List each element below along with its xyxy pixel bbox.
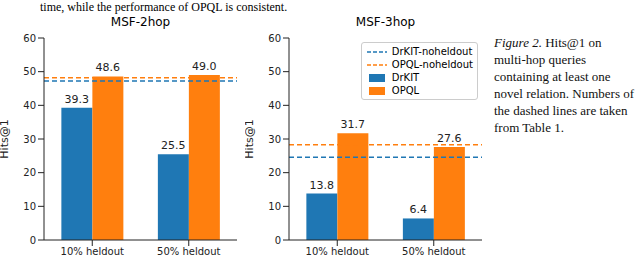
svg-text:50: 50 <box>23 66 36 77</box>
svg-text:50: 50 <box>268 66 281 77</box>
svg-text:39.3: 39.3 <box>65 93 90 106</box>
html-text:OPQL: OPQL <box>391 85 420 96</box>
svg-text:40: 40 <box>268 100 281 111</box>
svg-text:50% heldout: 50% heldout <box>402 246 465 257</box>
svg-text:Hits@1: Hits@1 <box>245 119 256 158</box>
html-text:OPQL-noheldout: OPQL-noheldout <box>391 59 473 70</box>
html-text:DrKIT-noheldout: DrKIT-noheldout <box>391 46 473 57</box>
svg-text:30: 30 <box>23 134 36 145</box>
svg-text:25.5: 25.5 <box>161 139 186 152</box>
svg-text:49.0: 49.0 <box>192 60 217 73</box>
svg-text:60: 60 <box>23 33 36 44</box>
svg-text:Hits@1: Hits@1 <box>8 119 11 158</box>
svg-text:13.8: 13.8 <box>310 179 335 192</box>
html-text:Figure 2. Hits@1 on multi-hop: Figure 2. Hits@1 on multi-hop queries co… <box>494 35 635 135</box>
svg-text:27.6: 27.6 <box>437 132 462 145</box>
svg-text:40: 40 <box>23 100 36 111</box>
svg-text:6.4: 6.4 <box>410 203 428 216</box>
svg-text:48.6: 48.6 <box>96 61 121 74</box>
svg-text:20: 20 <box>268 167 281 178</box>
svg-text:10: 10 <box>268 201 281 212</box>
svg-text:10: 10 <box>23 201 36 212</box>
svg-text:50% heldout: 50% heldout <box>157 246 220 257</box>
html-text:MSF-3hop: MSF-3hop <box>355 15 416 29</box>
html-text:DrKIT: DrKIT <box>391 72 420 83</box>
html-text:time, while the performance of: time, while the performance of OPQL is c… <box>40 0 288 14</box>
svg-text:30: 30 <box>268 134 281 145</box>
svg-text:20: 20 <box>23 167 36 178</box>
html-text:MSF-2hop: MSF-2hop <box>110 15 171 29</box>
svg-text:10% heldout: 10% heldout <box>306 246 369 257</box>
svg-text:0: 0 <box>30 235 36 246</box>
svg-text:60: 60 <box>268 33 281 44</box>
svg-text:31.7: 31.7 <box>341 118 366 131</box>
svg-text:0: 0 <box>275 235 281 246</box>
svg-text:10% heldout: 10% heldout <box>61 246 124 257</box>
